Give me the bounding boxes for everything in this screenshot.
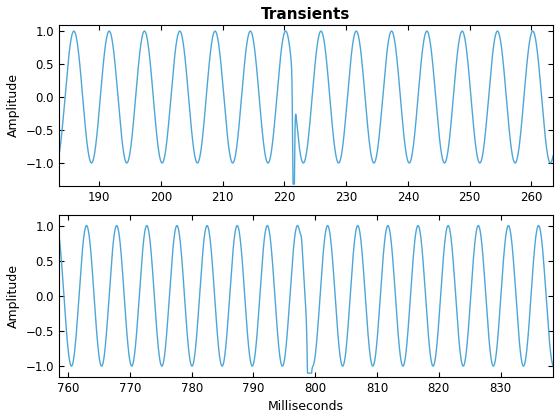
Y-axis label: Amplitude: Amplitude bbox=[7, 264, 20, 328]
X-axis label: Milliseconds: Milliseconds bbox=[268, 400, 344, 413]
Title: Transients: Transients bbox=[262, 7, 351, 22]
Y-axis label: Amplitude: Amplitude bbox=[7, 74, 20, 137]
